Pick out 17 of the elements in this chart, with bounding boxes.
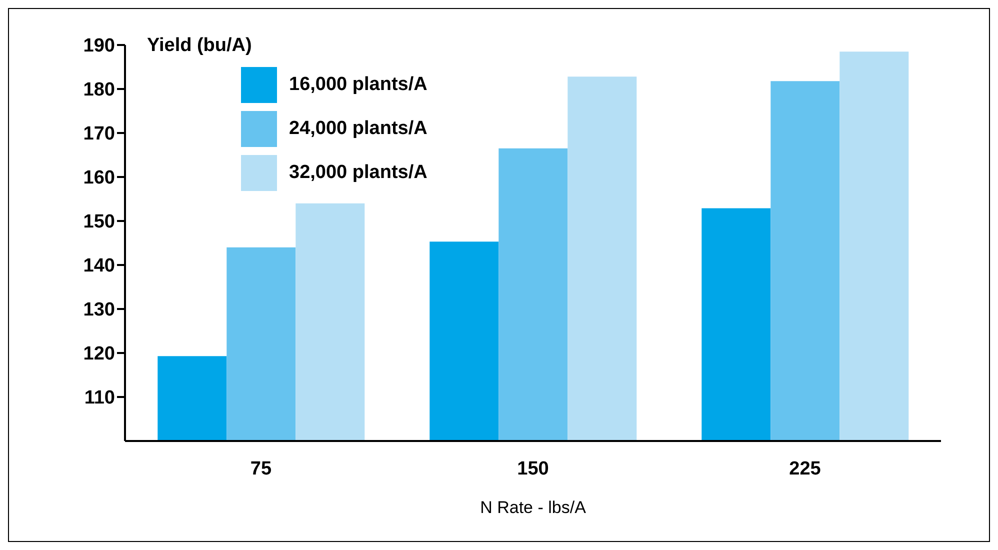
y-tick-label: 110 — [84, 388, 115, 409]
y-tick-label: 120 — [83, 344, 115, 365]
legend-label: 24,000 plants/A — [289, 118, 428, 140]
legend-label: 16,000 plants/A — [289, 74, 428, 96]
x-tick-label: 225 — [789, 458, 822, 480]
y-tick-label: 140 — [83, 256, 115, 277]
x-tick-label: 150 — [517, 458, 549, 480]
y-tick-label: 130 — [83, 300, 115, 321]
x-axis-title: N Rate - lbs/A — [480, 498, 587, 517]
y-tick-label: 150 — [83, 212, 115, 233]
y-tick-label: 170 — [83, 124, 115, 145]
x-tick-label: 75 — [250, 458, 272, 480]
y-tick-label: 190 — [83, 36, 115, 57]
y-tick-label: 180 — [83, 80, 115, 101]
legend-label: 32,000 plants/A — [289, 162, 428, 184]
y-axis-title: Yield (bu/A) — [147, 35, 252, 57]
y-tick-label: 160 — [83, 168, 115, 189]
